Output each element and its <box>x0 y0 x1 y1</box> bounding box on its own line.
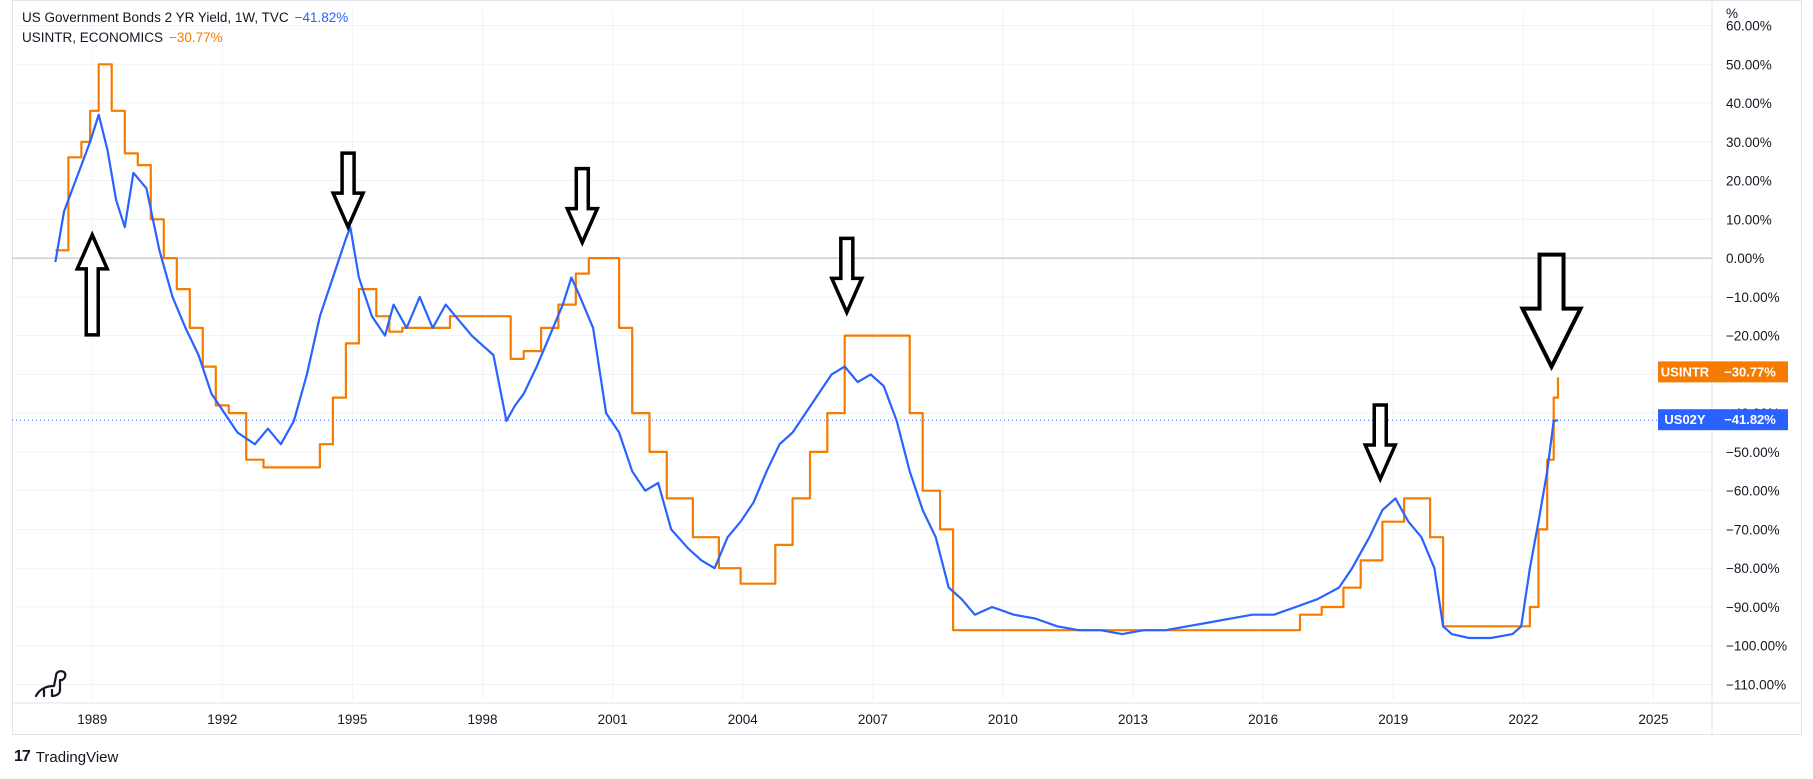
x-tick-label: 1989 <box>77 712 107 727</box>
y-tick-label: −110.00% <box>1726 677 1786 692</box>
tradingview-wordmark: TradingView <box>35 748 119 766</box>
badge-us02y: US02Y −41.82% <box>1658 409 1788 431</box>
y-tick-label: −50.00% <box>1726 445 1780 460</box>
badge-name-label: US02Y <box>1664 412 1706 427</box>
chart-svg[interactable]: 60.00% 50.00% 40.00% 30.00% 20.00% 10.00% 0.00… <box>0 0 1813 735</box>
y-tick-label: 30.00% <box>1726 135 1772 150</box>
tradingview-mark-icon: 17 <box>14 748 31 765</box>
x-tick-label: 1992 <box>207 712 237 727</box>
x-tick-label: 2019 <box>1378 712 1408 727</box>
tradingview-logo[interactable]: 17 TradingView <box>14 748 118 766</box>
arrow-annotation-down <box>1519 252 1584 372</box>
x-tick-label: 1995 <box>337 712 367 727</box>
x-tick-label: 1998 <box>468 712 498 727</box>
chart-frame <box>12 0 1802 735</box>
x-tick-label: 2022 <box>1508 712 1538 727</box>
badge-layer: US02Y −41.82% USINTR −30.77% <box>1658 361 1788 431</box>
x-tick-label: 2025 <box>1638 712 1668 727</box>
dino-icon[interactable] <box>34 670 67 698</box>
legend-row-us02y[interactable]: US Government Bonds 2 YR Yield, 1W, TVC −… <box>22 8 348 28</box>
arrow-annotation-down <box>564 166 600 247</box>
series-line-usintr <box>55 63 1560 632</box>
arrow-annotation-down <box>330 151 366 232</box>
y-tick-label: −20.00% <box>1726 329 1780 344</box>
x-tick-label: 2001 <box>598 712 628 727</box>
arrow-layer <box>74 151 1584 484</box>
arrow-annotation-down <box>1362 403 1398 484</box>
y-tick-label: −60.00% <box>1726 484 1780 499</box>
y-tick-label: −80.00% <box>1726 561 1780 576</box>
x-tick-label: 2016 <box>1248 712 1278 727</box>
y-tick-label: −10.00% <box>1726 290 1780 305</box>
badge-value-label: −30.77% <box>1724 364 1776 379</box>
y-axis-unit: % <box>1726 6 1738 21</box>
y-tick-label: 0.00% <box>1726 251 1764 266</box>
badge-usintr: USINTR −30.77% <box>1658 361 1788 383</box>
series-line-us02y <box>54 113 1559 640</box>
y-tick-label: −70.00% <box>1726 522 1780 537</box>
legend-row-usintr[interactable]: USINTR, ECONOMICS −30.77% <box>22 28 348 48</box>
x-tick-label: 2004 <box>728 712 759 727</box>
badge-name-bg <box>1658 409 1712 431</box>
legend-change-us02y: −41.82% <box>294 10 349 25</box>
badge-name-bg <box>1658 361 1712 383</box>
y-tick-label: −90.00% <box>1726 600 1780 615</box>
y-tick-label: 60.00% <box>1726 19 1772 34</box>
y-tick-label: 10.00% <box>1726 212 1772 227</box>
grid-layer <box>12 10 1712 700</box>
arrow-annotation-up <box>74 230 110 337</box>
y-tick-label: 40.00% <box>1726 96 1772 111</box>
axis-layer: 60.00% 50.00% 40.00% 30.00% 20.00% 10.00% 0.00… <box>12 0 1802 735</box>
x-tick-label: 2007 <box>858 712 888 727</box>
series-layer <box>54 63 1560 640</box>
badge-value-label: −41.82% <box>1724 412 1776 427</box>
x-tick-label: 2013 <box>1118 712 1148 727</box>
legend: US Government Bonds 2 YR Yield, 1W, TVC −… <box>22 8 348 48</box>
y-tick-label: −100.00% <box>1726 639 1787 654</box>
arrow-annotation-down <box>829 236 865 317</box>
y-tick-label: 50.00% <box>1726 57 1772 72</box>
badge-value-bg <box>1712 409 1788 431</box>
badge-name-label: USINTR <box>1661 364 1710 379</box>
x-tick-label: 2010 <box>988 712 1018 727</box>
legend-title-us02y: US Government Bonds 2 YR Yield, 1W, TVC <box>22 10 289 25</box>
legend-title-usintr: USINTR, ECONOMICS <box>22 30 164 45</box>
y-tick-label: 20.00% <box>1726 174 1772 189</box>
legend-change-usintr: −30.77% <box>169 30 223 45</box>
badge-value-bg <box>1712 361 1788 383</box>
